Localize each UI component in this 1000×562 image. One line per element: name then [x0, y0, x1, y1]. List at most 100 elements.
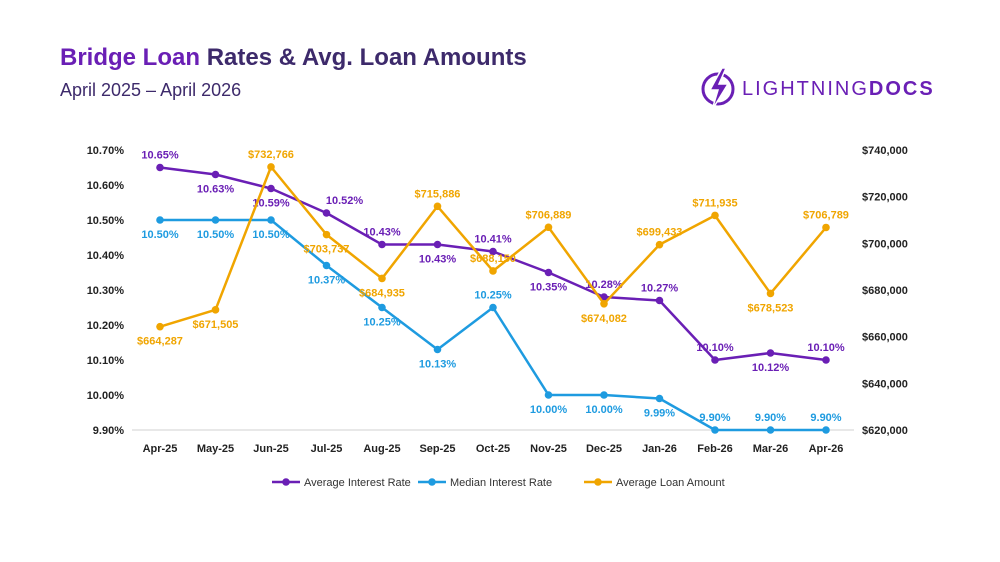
legend-label: Average Interest Rate [304, 477, 411, 489]
data-point [544, 268, 553, 277]
data-label: $688,150 [470, 253, 516, 265]
data-label: 10.50% [197, 229, 235, 241]
data-label: 9.99% [644, 408, 675, 420]
data-point [433, 202, 442, 211]
data-label: 10.43% [419, 254, 457, 266]
data-point [766, 426, 775, 434]
chart-title: Bridge Loan Rates & Avg. Loan Amounts [60, 44, 527, 72]
data-label: $664,287 [137, 336, 183, 348]
data-label: 10.41% [474, 234, 512, 246]
data-label: $706,889 [526, 209, 572, 221]
y-right-tick-label: $720,000 [862, 192, 908, 204]
data-point [489, 303, 497, 312]
data-label: $732,766 [248, 149, 294, 161]
data-label: 10.10% [696, 342, 734, 354]
data-point [655, 394, 664, 403]
data-point [211, 306, 220, 314]
y-left-tick-label: 10.60% [87, 180, 125, 192]
data-point [711, 211, 719, 220]
legend-swatch-marker [282, 478, 290, 486]
data-label: 10.50% [141, 229, 179, 241]
data-point [544, 223, 553, 232]
company-logo: LIGHTNINGDOCS [700, 64, 933, 114]
legend-swatch-marker [594, 478, 602, 486]
data-point [600, 391, 608, 399]
data-point [156, 322, 164, 331]
legend-label: Median Interest Rate [450, 477, 552, 489]
data-label: $715,886 [415, 188, 461, 200]
data-point [655, 296, 664, 305]
data-label: 9.90% [755, 412, 786, 424]
y-right-tick-label: $740,000 [862, 145, 908, 157]
x-tick-label: May-25 [197, 443, 234, 455]
data-point [267, 163, 275, 171]
data-label: 9.90% [810, 412, 841, 424]
data-label: 10.59% [252, 198, 290, 210]
y-right-tick-label: $700,000 [862, 238, 908, 250]
legend-label: Average Loan Amount [616, 477, 725, 489]
data-label: 10.28% [585, 279, 623, 291]
y-left-tick-label: 10.70% [87, 145, 125, 157]
data-point [211, 170, 220, 179]
data-label: 10.35% [530, 282, 568, 294]
x-tick-label: Mar-26 [753, 443, 788, 455]
y-left-tick-label: 10.50% [87, 215, 125, 227]
y-right-tick-label: $680,000 [862, 285, 908, 297]
data-label: 10.13% [419, 359, 457, 371]
data-point [322, 261, 331, 270]
data-label: 10.65% [141, 150, 179, 162]
data-point [267, 216, 275, 224]
data-point [766, 289, 775, 298]
x-tick-label: Oct-25 [476, 443, 510, 455]
y-right-tick-label: $640,000 [862, 378, 908, 390]
x-tick-label: Nov-25 [530, 443, 567, 455]
data-label: $711,935 [692, 197, 737, 209]
data-label: 10.10% [807, 342, 845, 354]
title-accent: Bridge Loan [60, 44, 201, 71]
x-tick-label: Jun-25 [253, 443, 288, 455]
lightning-bolt-icon [701, 67, 735, 111]
data-point [211, 216, 220, 224]
data-point [822, 356, 830, 364]
data-point [156, 163, 164, 172]
data-label: $674,082 [581, 313, 627, 325]
data-point [544, 391, 553, 399]
data-point [822, 426, 830, 434]
data-point [322, 209, 331, 217]
data-point [766, 349, 775, 357]
data-label: 10.52% [326, 195, 364, 207]
data-label: 10.63% [197, 184, 235, 196]
data-point [711, 426, 719, 434]
x-tick-label: Feb-26 [697, 443, 732, 455]
logo-text: LIGHTNINGDOCS [742, 78, 935, 101]
data-point [655, 240, 664, 249]
data-label: 10.43% [363, 227, 401, 239]
data-label: $703,737 [304, 244, 350, 256]
data-point [433, 240, 442, 249]
chart-subtitle: April 2025 – April 2026 [60, 80, 242, 100]
data-point [489, 267, 497, 275]
data-point [600, 293, 608, 301]
data-point [711, 356, 719, 364]
data-point [378, 303, 386, 312]
data-label: $684,935 [359, 287, 405, 299]
x-tick-label: Jan-26 [642, 443, 677, 455]
x-tick-label: Apr-26 [809, 443, 844, 455]
y-left-tick-label: 9.90% [93, 425, 124, 437]
y-right-tick-label: $660,000 [862, 332, 908, 344]
data-label: 10.37% [308, 275, 346, 287]
y-left-tick-label: 10.40% [87, 250, 125, 262]
data-point [600, 300, 608, 308]
x-tick-label: Apr-25 [143, 443, 178, 455]
data-label: $671,505 [193, 319, 239, 331]
series-line [159, 165, 827, 328]
x-tick-label: Sep-25 [419, 443, 455, 455]
y-right-tick-label: $620,000 [862, 425, 908, 437]
data-point [322, 230, 331, 239]
x-tick-label: Aug-25 [363, 443, 400, 455]
data-point [378, 240, 386, 249]
x-tick-label: Jul-25 [311, 443, 343, 455]
y-left-tick-label: 10.00% [87, 390, 125, 402]
data-label: 10.50% [252, 229, 290, 241]
x-tick-label: Dec-25 [586, 443, 622, 455]
